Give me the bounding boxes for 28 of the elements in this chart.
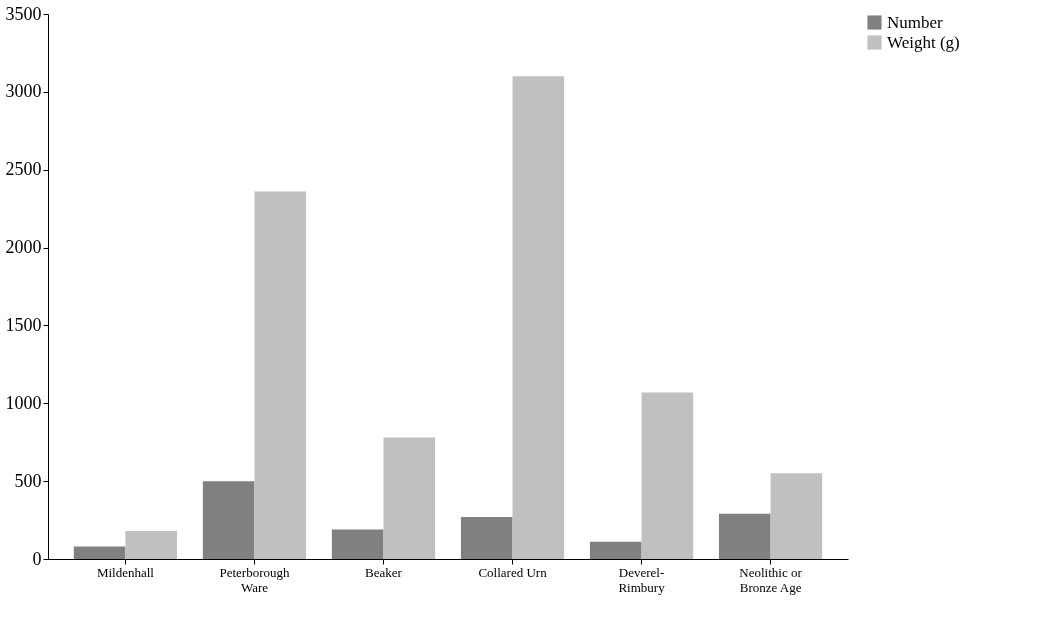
bar [125,530,178,559]
y-tick-label: 500 [14,470,42,491]
x-tick-label: Collared Urn [478,564,548,580]
bar [202,481,255,559]
bar [641,392,694,559]
bar [460,516,513,559]
y-tick-label: 3500 [5,3,42,24]
y-tick-label: 3000 [5,81,42,102]
x-tick-label: Deverel-Rimbury [618,564,666,595]
x-tick-label: Neolithic or Bronze Age [739,564,803,595]
x-tick-label: Mildenhall [96,564,155,580]
bar [331,529,384,559]
y-tick-label: 2000 [5,237,42,258]
y-tick-label: 1000 [5,392,42,413]
bar [73,546,126,559]
bar [383,437,436,559]
legend-label: Weight (g) [887,32,960,52]
bar [770,473,823,559]
legend-label: Number [887,12,944,32]
y-tick-label: 1500 [5,314,42,335]
bar [254,191,307,559]
x-tick-label: Peterborough Ware [219,564,290,595]
bar [589,541,642,559]
y-tick-label: 2500 [5,159,42,180]
y-tick-label: 0 [32,548,42,569]
x-tick-label: Beaker [365,564,403,580]
bar [512,76,565,559]
bar [718,513,771,559]
